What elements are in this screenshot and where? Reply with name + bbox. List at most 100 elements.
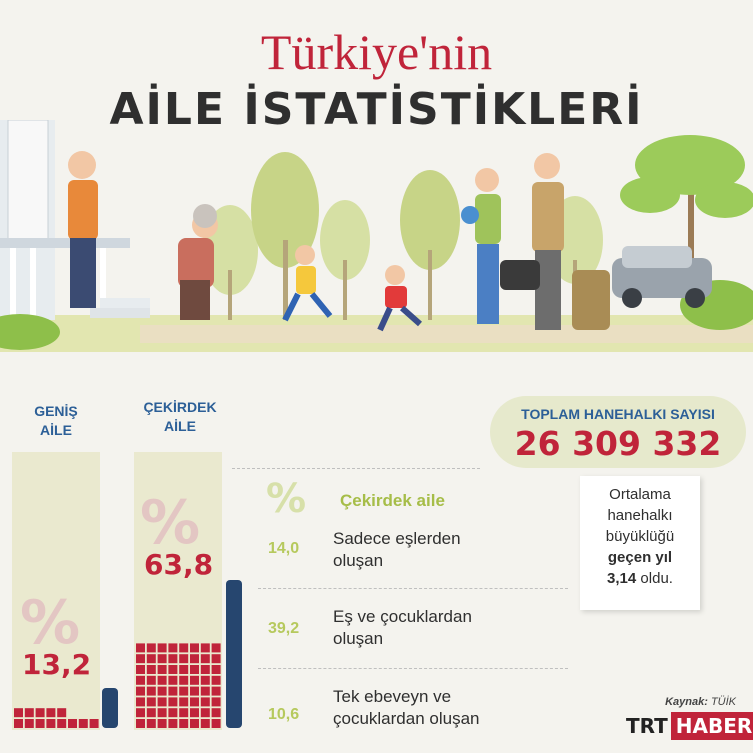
- percent-square: [14, 708, 23, 718]
- percent-square: [211, 697, 221, 707]
- source: Kaynak: TÜİK: [665, 696, 736, 708]
- percent-square: [78, 719, 88, 728]
- grandpa: [68, 151, 98, 308]
- percent-square: [35, 719, 45, 728]
- separator-2: [258, 668, 568, 669]
- separator-1: [258, 588, 568, 589]
- percent-square: [200, 643, 210, 653]
- genis-square-grid: [14, 708, 99, 728]
- boy: [377, 265, 422, 332]
- percent-square: [179, 708, 189, 718]
- percent-square: [136, 675, 145, 685]
- percent-square: [211, 654, 221, 664]
- percent-square: [200, 719, 210, 728]
- percent-square: [200, 675, 210, 685]
- separator-top: [232, 468, 480, 469]
- percent-square: [190, 654, 199, 664]
- percent-square: [211, 708, 221, 718]
- percent-square: [157, 665, 167, 674]
- title-line1: Türkiye'nin: [260, 24, 493, 80]
- percent-square: [24, 708, 34, 718]
- percent-square: [168, 665, 178, 674]
- percent-square: [190, 708, 199, 718]
- genis-percent-value: 13,2: [22, 648, 92, 681]
- trt-haber-logo: TRT HABER: [626, 712, 753, 740]
- cekirdek-aile-label: ÇEKİRDEK AİLE: [143, 399, 217, 434]
- percent-square: [57, 719, 67, 728]
- percent-square: [14, 719, 23, 728]
- percent-square: [136, 697, 145, 707]
- percent-square: [168, 697, 178, 707]
- percent-square: [168, 654, 178, 664]
- percent-square: [200, 654, 210, 664]
- girl: [282, 245, 333, 322]
- percent-square: [157, 719, 167, 728]
- average-box: Ortalama hanehalkı büyüklüğü geçen yıl 3…: [580, 476, 700, 610]
- cekirdek-percent-symbol: %: [140, 488, 201, 558]
- percent-square: [136, 708, 145, 718]
- average-value: 3,14: [607, 570, 637, 587]
- percent-square: [136, 665, 145, 674]
- row2-value: 39,2: [268, 620, 300, 637]
- car: [612, 246, 712, 308]
- percent-square: [200, 697, 210, 707]
- percent-square: [146, 675, 156, 685]
- cekirdek-square-grid: [136, 643, 221, 728]
- percent-square: [157, 708, 167, 718]
- percent-square: [179, 654, 189, 664]
- percent-square: [136, 643, 145, 653]
- percent-square: [157, 654, 167, 664]
- percent-square: [211, 675, 221, 685]
- percent-square: [168, 675, 178, 685]
- percent-square: [146, 719, 156, 728]
- percent-square: [168, 643, 178, 653]
- total-pill: [490, 396, 746, 468]
- genis-column-bg: [12, 452, 100, 730]
- row2-desc: Eş ve çocuklardan oluşan: [333, 607, 472, 648]
- percent-square: [190, 675, 199, 685]
- percent-square: [24, 719, 34, 728]
- percent-square: [190, 697, 199, 707]
- row3-desc: Tek ebeveyn ve çocuklardan oluşan: [333, 687, 480, 728]
- percent-square: [200, 708, 210, 718]
- percent-square: [200, 686, 210, 696]
- genis-percent-symbol: %: [20, 588, 81, 658]
- percent-square: [179, 665, 189, 674]
- percent-square: [190, 686, 199, 696]
- percent-square: [146, 643, 156, 653]
- percent-square: [211, 665, 221, 674]
- percent-square: [157, 686, 167, 696]
- percent-square: [168, 719, 178, 728]
- percent-square: [89, 719, 99, 728]
- percent-square: [35, 708, 45, 718]
- percent-square: [168, 686, 178, 696]
- percent-square: [168, 708, 178, 718]
- cekirdek-percent-value: 63,8: [144, 548, 214, 581]
- father: [500, 153, 610, 330]
- percent-square: [157, 643, 167, 653]
- percent-square: [190, 665, 199, 674]
- percent-square: [200, 665, 210, 674]
- percent-square: [57, 708, 67, 718]
- percent-square: [157, 675, 167, 685]
- total-value: 26 309 332: [514, 424, 722, 463]
- genis-aile-label: GENİŞ AİLE: [34, 403, 78, 438]
- breakdown-heading: Çekirdek aile: [340, 491, 445, 510]
- percent-square: [146, 665, 156, 674]
- total-label: TOPLAM HANEHALKI SAYISI: [521, 406, 715, 422]
- percent-square: [190, 719, 199, 728]
- percent-square: [179, 686, 189, 696]
- percent-square: [179, 675, 189, 685]
- row1-desc: Sadece eşlerden oluşan: [333, 529, 461, 570]
- row1-value: 14,0: [268, 540, 300, 557]
- cekirdek-bracket: [226, 580, 242, 728]
- house: [0, 120, 150, 350]
- percent-square: [136, 686, 145, 696]
- percent-square: [211, 686, 221, 696]
- percent-square: [211, 719, 221, 728]
- percent-square: [157, 697, 167, 707]
- percent-square: [146, 686, 156, 696]
- percent-square: [136, 654, 145, 664]
- average-bold: geçen yıl: [607, 549, 673, 566]
